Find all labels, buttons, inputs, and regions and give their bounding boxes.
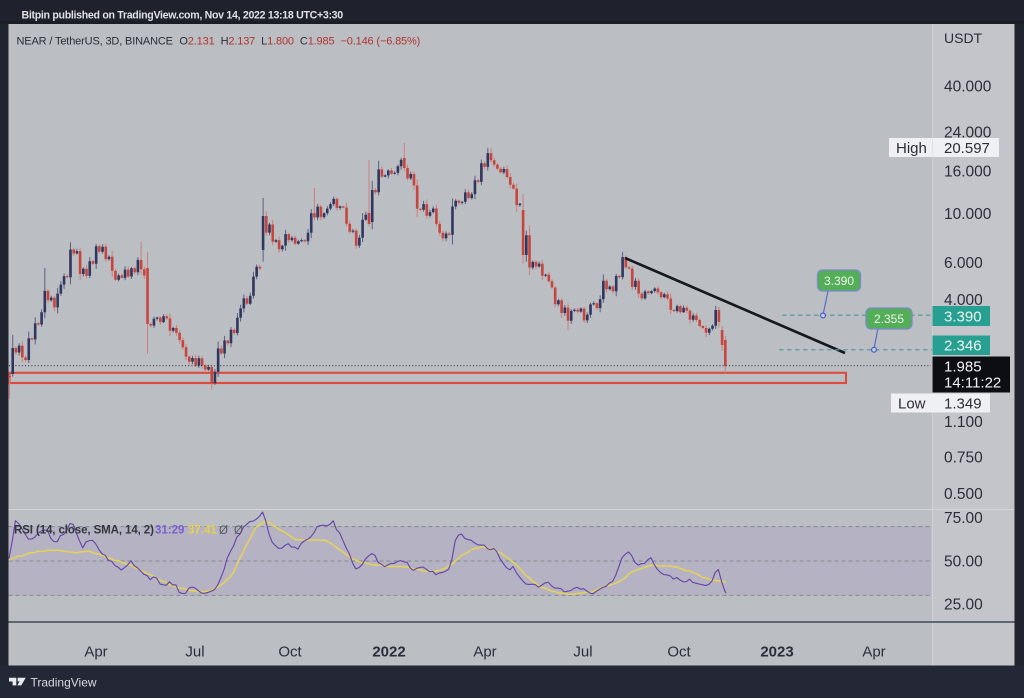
- svg-text:Ø: Ø: [219, 525, 228, 537]
- svg-text:USDT: USDT: [944, 30, 983, 46]
- svg-text:25.00: 25.00: [944, 596, 983, 613]
- svg-text:2023: 2023: [760, 643, 793, 660]
- svg-text:1.349: 1.349: [944, 396, 982, 413]
- svg-text:1.985: 1.985: [944, 359, 982, 376]
- svg-text:Jul: Jul: [573, 643, 592, 660]
- svg-text:50.00: 50.00: [944, 553, 983, 570]
- svg-text:75.00: 75.00: [944, 510, 983, 527]
- svg-text:Oct: Oct: [278, 643, 302, 660]
- svg-text:1.100: 1.100: [944, 414, 983, 431]
- svg-text:0.500: 0.500: [944, 486, 983, 503]
- svg-text:3.390: 3.390: [824, 274, 854, 288]
- svg-text:2.346: 2.346: [944, 338, 982, 355]
- svg-text:Apr: Apr: [473, 643, 496, 660]
- svg-text:0.750: 0.750: [944, 449, 983, 466]
- svg-text:16.000: 16.000: [944, 163, 992, 180]
- svg-text:Apr: Apr: [862, 643, 885, 660]
- svg-text:Ø: Ø: [234, 525, 243, 537]
- svg-text:3.390: 3.390: [944, 308, 982, 325]
- svg-text:Oct: Oct: [667, 643, 691, 660]
- svg-text:Jul: Jul: [185, 643, 204, 660]
- svg-text:Bitpin published on TradingVie: Bitpin published on TradingView.com, Nov…: [22, 9, 344, 21]
- svg-text:Apr: Apr: [84, 643, 107, 660]
- svg-text:RSI (14, close, SMA, 14, 2): RSI (14, close, SMA, 14, 2): [14, 525, 154, 537]
- svg-text:6.000: 6.000: [944, 255, 983, 272]
- svg-text:High: High: [896, 140, 927, 157]
- svg-text:20.597: 20.597: [944, 140, 990, 157]
- svg-text:TradingView: TradingView: [31, 675, 97, 689]
- svg-text:4.000: 4.000: [944, 292, 983, 309]
- svg-text:40.000: 40.000: [944, 78, 992, 95]
- svg-text:2022: 2022: [372, 643, 405, 660]
- svg-text:14:11:22: 14:11:22: [944, 375, 1001, 392]
- svg-text:Low: Low: [898, 396, 926, 413]
- svg-text:31:29: 31:29: [155, 525, 184, 537]
- svg-text:24.000: 24.000: [944, 124, 992, 141]
- svg-text:10.000: 10.000: [944, 206, 992, 223]
- svg-text:2.355: 2.355: [874, 312, 904, 326]
- svg-text:37.41: 37.41: [188, 525, 217, 537]
